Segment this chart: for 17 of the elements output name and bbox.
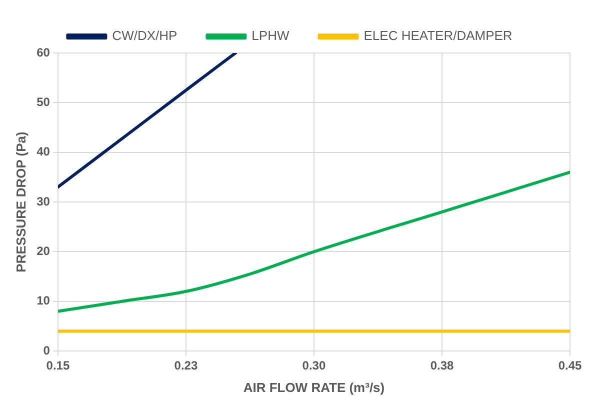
x-tick-label: 0.15 bbox=[46, 358, 70, 373]
legend-label: LPHW bbox=[252, 28, 290, 44]
x-tick-label: 0.30 bbox=[302, 358, 326, 373]
x-axis-title: AIR FLOW RATE (m³/s) bbox=[243, 380, 385, 395]
x-tick-label: 0.38 bbox=[430, 358, 454, 373]
y-axis-title: PRESSURE DROP (Pa) bbox=[13, 132, 28, 272]
legend-label: ELEC HEATER/DAMPER bbox=[364, 28, 512, 44]
y-tick-label: 60 bbox=[36, 45, 50, 60]
x-tick-label: 0.45 bbox=[558, 358, 582, 373]
y-tick-label: 20 bbox=[36, 244, 50, 258]
x-tick-label: 0.23 bbox=[174, 358, 198, 373]
y-tick-label: 10 bbox=[36, 294, 50, 308]
y-tick-label: 0 bbox=[43, 343, 50, 358]
y-tick-label: 40 bbox=[36, 144, 50, 159]
y-tick-label: 30 bbox=[36, 194, 50, 208]
y-tick-label: 50 bbox=[36, 94, 50, 109]
legend-label: CW/DX/HP bbox=[112, 28, 178, 44]
